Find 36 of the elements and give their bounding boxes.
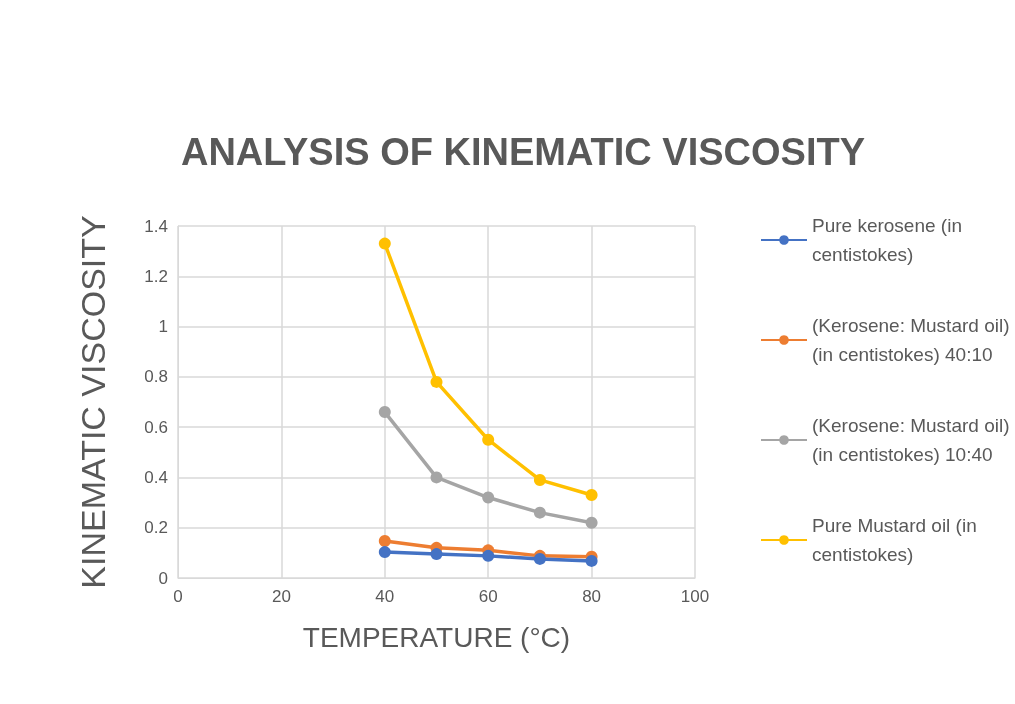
- y-tick-label: 1.2: [144, 266, 168, 286]
- point: [585, 516, 598, 529]
- x-tick-label: 60: [478, 587, 498, 606]
- y-tick-label: 0.2: [144, 518, 168, 538]
- y-tick-label: 0.8: [144, 367, 168, 387]
- point: [378, 535, 391, 548]
- point: [378, 546, 391, 559]
- legend-label: Pure kerosene (in centistokes): [812, 215, 968, 265]
- y-tick-label: 1.4: [144, 216, 168, 236]
- point: [585, 554, 598, 567]
- x-tick-label: 40: [375, 587, 395, 606]
- point: [482, 433, 495, 446]
- point: [430, 375, 443, 388]
- point: [585, 489, 598, 502]
- y-tick-label: 0.6: [144, 417, 168, 437]
- y-tick-label: 0.4: [144, 467, 168, 487]
- legend-label: (Kerosene: Mustard oil) (in centistokes) 40:10: [812, 315, 1015, 365]
- x-tick-label: 20: [271, 587, 291, 606]
- point: [430, 471, 443, 484]
- point: [533, 506, 546, 519]
- point: [482, 549, 495, 562]
- point: [378, 237, 391, 250]
- legend-label: Pure Mustard oil (in centistokes): [812, 515, 983, 565]
- y-tick-label: 1: [158, 317, 168, 337]
- chart-title: ANALYSIS OF KINEMATIC VISCOSITY: [180, 131, 866, 173]
- x-tick-label: 0: [173, 587, 183, 606]
- point: [533, 473, 546, 486]
- y-tick-label: 0: [158, 568, 168, 588]
- x-tick-label: 80: [582, 587, 602, 606]
- x-tick-label: 100: [680, 587, 710, 606]
- legend-label: (Kerosene: Mustard oil) (in centistokes) 10:40: [812, 415, 1015, 465]
- point: [430, 548, 443, 561]
- point: [378, 406, 391, 419]
- y-axis-title: KINEMATIC VISCOSITY: [74, 215, 112, 589]
- x-axis-title: TEMPERATURE (°C): [302, 621, 571, 653]
- point: [482, 491, 495, 504]
